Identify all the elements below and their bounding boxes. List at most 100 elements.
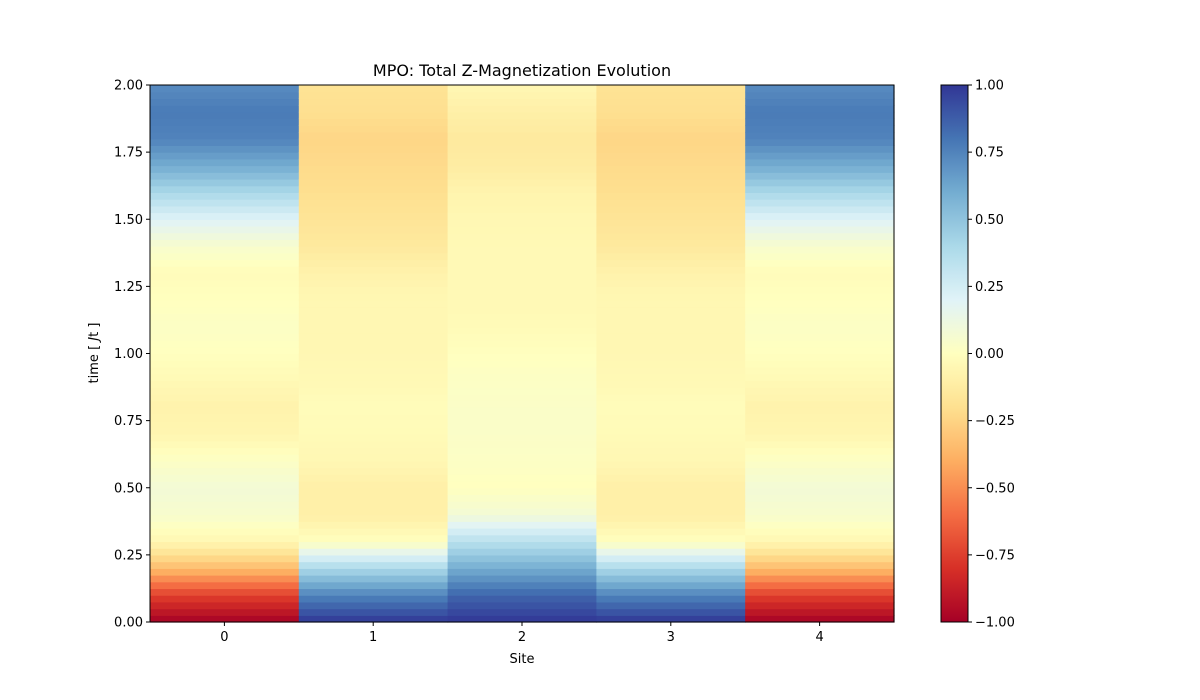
heatmap-cell-site-2 [447,259,597,267]
heatmap-cell-site-4 [745,178,895,187]
heatmap-cell-site-0 [150,340,300,348]
heatmap-cell-site-2 [447,467,597,475]
heatmap-cell-site-2 [447,192,597,200]
heatmap-cell-site-0 [150,595,300,603]
heatmap-cell-site-4 [745,131,895,140]
heatmap-cell-site-3 [596,131,746,140]
heatmap-cell-site-1 [298,266,449,274]
heatmap-cell-site-3 [596,246,746,254]
heatmap-cell-site-3 [596,212,746,220]
heatmap-cell-site-2 [447,178,597,187]
heatmap-cell-site-4 [745,407,895,415]
heatmap-cell-site-4 [745,152,895,160]
heatmap-cell-site-2 [447,427,597,435]
heatmap-cell-site-3 [596,528,746,536]
heatmap-cell-site-2 [447,440,597,449]
heatmap-cell-site-4 [745,460,895,469]
heatmap-cell-site-4 [745,340,895,348]
heatmap-cell-site-4 [745,440,895,449]
heatmap-cell-site-0 [150,299,300,308]
heatmap-cell-site-3 [596,172,746,180]
heatmap-cell-site-4 [745,138,895,147]
heatmap-cell-site-0 [150,98,300,106]
heatmap-cell-site-4 [745,454,895,462]
heatmap-cell-site-4 [745,319,895,328]
heatmap-cell-site-1 [298,467,449,475]
heatmap-cell-site-0 [150,387,300,395]
heatmap-cell-site-1 [298,91,449,100]
heatmap-cell-site-1 [298,199,449,207]
heatmap-cell-site-4 [745,91,895,100]
heatmap-cell-site-3 [596,447,746,455]
heatmap-cell-site-2 [447,454,597,462]
heatmap-cell-site-1 [298,246,449,254]
heatmap-cell-site-2 [447,507,597,516]
heatmap-cell-site-2 [447,521,597,529]
heatmap-cell-site-4 [745,420,895,428]
heatmap-cell-site-1 [298,534,449,543]
heatmap-cell-site-1 [298,420,449,428]
heatmap-cell-site-4 [745,158,895,167]
heatmap-cell-site-4 [745,507,895,516]
heatmap-cell-site-1 [298,172,449,180]
heatmap-cell-site-0 [150,360,300,368]
heatmap-cell-site-0 [150,366,300,375]
heatmap-cell-site-1 [298,387,449,395]
heatmap-cell-site-2 [447,299,597,308]
heatmap-cell-site-1 [298,346,449,355]
heatmap-cell-site-1 [298,286,449,294]
heatmap-cell-site-1 [298,373,449,381]
heatmap-cell-site-1 [298,601,449,610]
heatmap-cell-site-4 [745,608,895,616]
heatmap-cell-site-2 [447,199,597,207]
heatmap-cell-site-3 [596,158,746,167]
heatmap-cell-site-4 [745,185,895,193]
heatmap-cell-site-1 [298,85,449,93]
heatmap-cell-site-3 [596,494,746,502]
heatmap-cell-site-3 [596,85,746,93]
heatmap-cell-site-3 [596,178,746,187]
heatmap-cell-site-0 [150,145,300,153]
heatmap-cell-site-4 [745,487,895,496]
heatmap-cell-site-3 [596,346,746,355]
heatmap-cell-site-2 [447,105,597,113]
heatmap-cell-site-4 [745,467,895,475]
heatmap-cell-site-2 [447,601,597,610]
heatmap-cell-site-2 [447,340,597,348]
heatmap-cell-site-4 [745,239,895,247]
heatmap-cell-site-4 [745,165,895,173]
heatmap-cell-site-0 [150,152,300,160]
heatmap-cell-site-1 [298,521,449,529]
heatmap-cell-site-3 [596,293,746,301]
heatmap-cell-site-2 [447,400,597,408]
heatmap-cell-site-3 [596,588,746,596]
heatmap-cell-site-1 [298,205,449,214]
heatmap-cell-site-3 [596,440,746,449]
heatmap-cell-site-0 [150,447,300,455]
colorbar-tick-label: 0.00 [975,347,1004,362]
heatmap-cell-site-4 [745,199,895,207]
heatmap-cell-site-0 [150,514,300,522]
heatmap-cell-site-0 [150,501,300,509]
heatmap-cell-site-1 [298,568,449,576]
heatmap-cell-site-1 [298,239,449,247]
heatmap-cell-site-2 [447,279,597,287]
heatmap-cell-site-2 [447,239,597,247]
heatmap-cell-site-0 [150,252,300,261]
heatmap-cell-site-4 [745,212,895,220]
heatmap-cell-site-0 [150,232,300,240]
heatmap-cell-site-4 [745,85,895,93]
heatmap-cell-site-0 [150,434,300,442]
heatmap-cell-site-4 [745,481,895,489]
heatmap-cell-site-2 [447,380,597,388]
heatmap-cell-site-4 [745,393,895,402]
heatmap-cell-site-3 [596,481,746,489]
heatmap-cell-site-1 [298,487,449,496]
heatmap-cell-site-2 [447,608,597,616]
heatmap-cell-site-3 [596,434,746,442]
heatmap-cell-site-2 [447,575,597,583]
heatmap-cell-site-3 [596,427,746,435]
heatmap-cell-site-0 [150,413,300,422]
heatmap-cell-site-0 [150,575,300,583]
